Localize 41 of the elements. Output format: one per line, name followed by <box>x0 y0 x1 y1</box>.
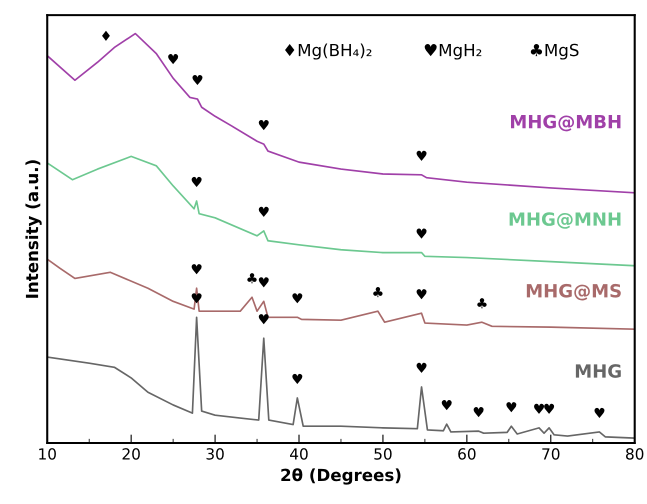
annotation: ♦ <box>102 30 110 41</box>
x-tick-label: 20 <box>122 448 140 460</box>
annotation: ♥ <box>258 120 269 130</box>
x-tick-label: 40 <box>290 448 308 460</box>
annotation: ♥ <box>416 362 427 373</box>
annotation: ♥ <box>474 407 484 418</box>
annotation: ♥ <box>192 264 202 274</box>
annotation: ♥ <box>258 206 269 217</box>
annotation: ♦Mg(BH₄)₂ <box>285 43 372 60</box>
annotation: ♥ <box>416 150 427 161</box>
text: MHG <box>576 364 621 378</box>
annotation: ♥ <box>506 402 516 412</box>
annotation: ♥ <box>258 277 269 288</box>
annotation: ♥ <box>594 408 604 418</box>
x-tick-label: 60 <box>458 448 476 460</box>
annotation: ♥ <box>192 74 202 86</box>
annotation: ♥ <box>534 404 544 414</box>
annotation: ♥ <box>258 314 269 324</box>
annotation: ♥ <box>192 176 202 188</box>
y-axis-title: Intensity (a.u.) <box>25 160 42 298</box>
annotation: ♥ <box>416 228 427 239</box>
x-tick-label: 70 <box>542 448 560 460</box>
x-tick-label: 50 <box>374 448 392 460</box>
annotation: ♣MgS <box>530 44 579 60</box>
annotation: ♥ <box>292 293 302 304</box>
annotation: ♥ <box>168 54 178 64</box>
annotation: ♣ <box>477 298 487 308</box>
x-tick-label: 80 <box>626 448 644 460</box>
text: MHG@MBH <box>510 114 620 132</box>
annotation: ♥ <box>292 374 302 384</box>
annotation: ♥MgH₂ <box>424 44 482 60</box>
series-label: MHG@MNH <box>510 212 620 229</box>
annotation: ♥ <box>544 404 554 414</box>
x-tick-label: 10 <box>39 448 56 460</box>
annotation: ♥ <box>442 400 452 410</box>
annotation: ♣ <box>373 287 383 298</box>
x-tick-label: 30 <box>206 448 224 460</box>
x-axis-title: 2θ (Degrees) <box>281 468 400 485</box>
annotation: ♥ <box>416 289 427 300</box>
series-label: MHG@MS <box>526 284 621 300</box>
annotation: ♣ <box>247 273 257 284</box>
